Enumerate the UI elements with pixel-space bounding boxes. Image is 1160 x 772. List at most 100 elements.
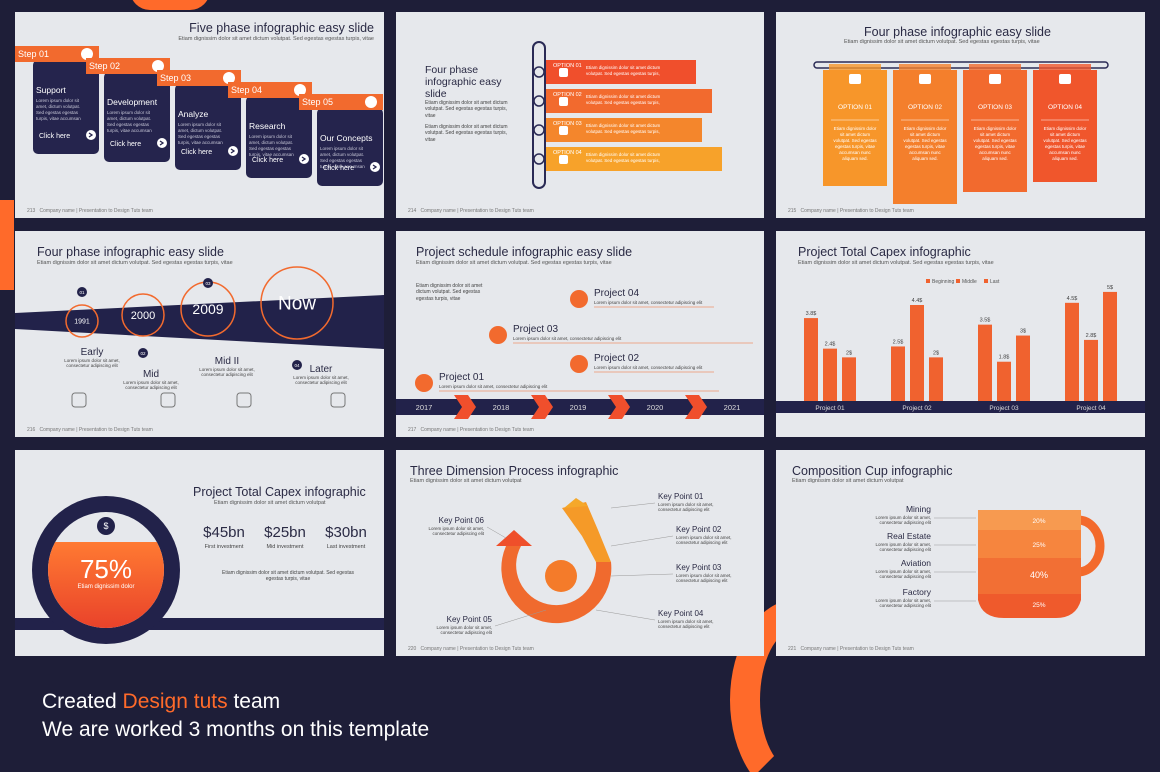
step-icon — [81, 48, 93, 60]
footer-text: Company name | Presentation to Design Tu… — [39, 208, 153, 214]
project-icon — [489, 326, 507, 344]
option-text: Etiam dignissim dolor — [1044, 126, 1087, 131]
bar — [1084, 339, 1098, 401]
option-icon — [1059, 74, 1071, 84]
body-text: Etiam dignissim dolor sit amet dictum vo… — [416, 283, 483, 302]
bar — [1016, 335, 1030, 401]
click-here-button[interactable]: Click here — [323, 165, 354, 172]
chevron-arrow — [531, 395, 553, 419]
option-text: accumsan nunc — [1049, 150, 1081, 155]
project-icon — [570, 355, 588, 373]
option-text: Etiam dignissim dolor sit amet dictum — [586, 152, 661, 157]
slide-218[interactable]: Project Total Capex infographic Etiam di… — [776, 231, 1145, 437]
bar — [804, 318, 818, 401]
phase-icon — [330, 392, 346, 408]
key-point-label: Key Point 04 — [658, 609, 704, 618]
option-bar — [546, 147, 722, 171]
year-label: 2009 — [192, 301, 223, 317]
key-point-label: Key Point 05 — [447, 615, 493, 624]
step-body: amet, dictum volutpat. — [107, 116, 151, 121]
cup-text: consectetur adipiscing elit — [879, 520, 931, 525]
bar — [929, 357, 943, 401]
step-body: amet, dictum volutpat. — [320, 152, 364, 157]
slide-216[interactable]: Four phase infographic easy slide Etiam … — [15, 231, 384, 437]
slide-214[interactable]: Four phase infographic easy slide Etiam … — [396, 12, 764, 218]
capex-bar-chart: Beginning Middle Last 3.8$ 2.4$ 2$ Project 01 2… — [776, 279, 1145, 413]
bar — [842, 357, 856, 401]
chart-title: Project Total Capex infographic — [798, 245, 971, 259]
slide-220[interactable]: Three Dimension Process infographic Etia… — [396, 450, 764, 656]
phase-text: Lorem ipsum dolor sit amet, — [293, 375, 349, 380]
cup-value: 20% — [1032, 518, 1045, 525]
phase-number: 02 — [140, 351, 146, 356]
option-text: accumsan nunc — [909, 150, 941, 155]
step-card: Step 02 Development Lorem ipsum dolor sita… — [86, 58, 170, 162]
category-label: Project 04 — [1076, 405, 1106, 412]
cup-value: 40% — [1030, 570, 1048, 580]
cup-text: Lorem ipsum dolor sit amet, — [875, 515, 931, 520]
option-text: aliquam sed. — [982, 156, 1008, 161]
tagline-line-2: We are worked 3 months on this template — [42, 718, 430, 741]
legend-swatch — [984, 279, 988, 283]
footer-text: Company name | Presentation to Design Tu… — [800, 208, 914, 214]
key-point-text: Lorem ipsum dolor sit amet, — [676, 573, 732, 578]
project-label: Project 03 — [513, 324, 558, 335]
data-label: 3.5$ — [980, 318, 991, 324]
slide-subtitle: Etiam dignissim dolor sit amet dictum vo… — [844, 39, 1040, 45]
data-label: 2$ — [846, 350, 852, 356]
project-text: Lorem ipsum dolor sit amet, consectetur … — [439, 384, 548, 389]
step-body: Lorem ipsum dolor sit — [107, 110, 151, 115]
click-here-button[interactable]: Click here — [252, 157, 283, 164]
slide-215[interactable]: Four phase infographic easy slide Etiam … — [776, 12, 1145, 218]
step-body: turpis, vitae accumsan — [249, 152, 294, 157]
project-label: Project 01 — [439, 372, 484, 383]
data-label: 2.4$ — [825, 342, 836, 348]
footer-page-number: 215 — [788, 208, 797, 214]
option-label: OPTION 03 — [978, 104, 1012, 111]
step-body: amet, dictum volutpat. — [36, 104, 80, 109]
project-text: Lorem ipsum dolor sit amet, consectetur … — [594, 300, 703, 305]
key-point-label: Key Point 02 — [676, 525, 722, 534]
option-bar — [546, 60, 696, 84]
phase-number-badge — [292, 360, 302, 370]
slide-219[interactable]: $ 75% Etiam dignissim dolor Project Tota… — [15, 450, 384, 656]
year-label: 2019 — [570, 403, 587, 412]
step-label: Step 01 — [18, 49, 49, 59]
option-label: OPTION 02 — [553, 92, 582, 98]
slide-subtitle: Etiam dignissim dolor sit amet dictum vo… — [792, 478, 904, 484]
step-label: Step 02 — [89, 61, 120, 71]
phase-text: consectetur adipiscing elit — [201, 372, 253, 377]
slide-221[interactable]: Composition Cup infographic Etiam dignis… — [776, 450, 1145, 656]
slide-213[interactable]: Five phase infographic easy slide Etiam … — [15, 12, 384, 218]
key-point-text: consectetur adipiscing elit — [676, 578, 728, 583]
option-bar — [546, 89, 712, 113]
phase-number-badge — [77, 287, 87, 297]
option-text: egestas turpis, vitae — [1045, 144, 1086, 149]
option-text: volutpat. Sed egestas — [973, 138, 1017, 143]
option-text: sit amet dictum — [980, 132, 1011, 137]
key-point-label: Key Point 06 — [439, 516, 485, 525]
click-here-button[interactable]: Click here — [110, 141, 141, 148]
step-body: turpis, vitae accumsan — [107, 128, 152, 133]
stat-value: $25bn — [264, 524, 306, 541]
phase-text: consectetur adipiscing elit — [295, 380, 347, 385]
option-text: volutpat. Sed egestas egestas turpis, — [586, 158, 660, 163]
option-text: sit amet dictum — [910, 132, 941, 137]
step-name: Support — [36, 85, 66, 95]
step-body: turpis, vitae accumsan — [36, 116, 81, 121]
step-name: Analyze — [178, 109, 209, 119]
footer-text: Company name | Presentation to Design Tu… — [420, 208, 534, 214]
step-body: Lorem ipsum dolor sit — [178, 122, 222, 127]
stat-label: Last investment — [326, 544, 366, 550]
percent-value: 75% — [79, 554, 133, 584]
legend-swatch — [926, 279, 930, 283]
phase-label: Mid II — [215, 356, 239, 367]
phase-label: Mid — [143, 369, 159, 380]
slide-217[interactable]: Project schedule infographic easy slide … — [396, 231, 764, 437]
click-here-button[interactable]: Click here — [39, 133, 70, 140]
click-here-button[interactable]: Click here — [181, 149, 212, 156]
step-icon — [223, 72, 235, 84]
